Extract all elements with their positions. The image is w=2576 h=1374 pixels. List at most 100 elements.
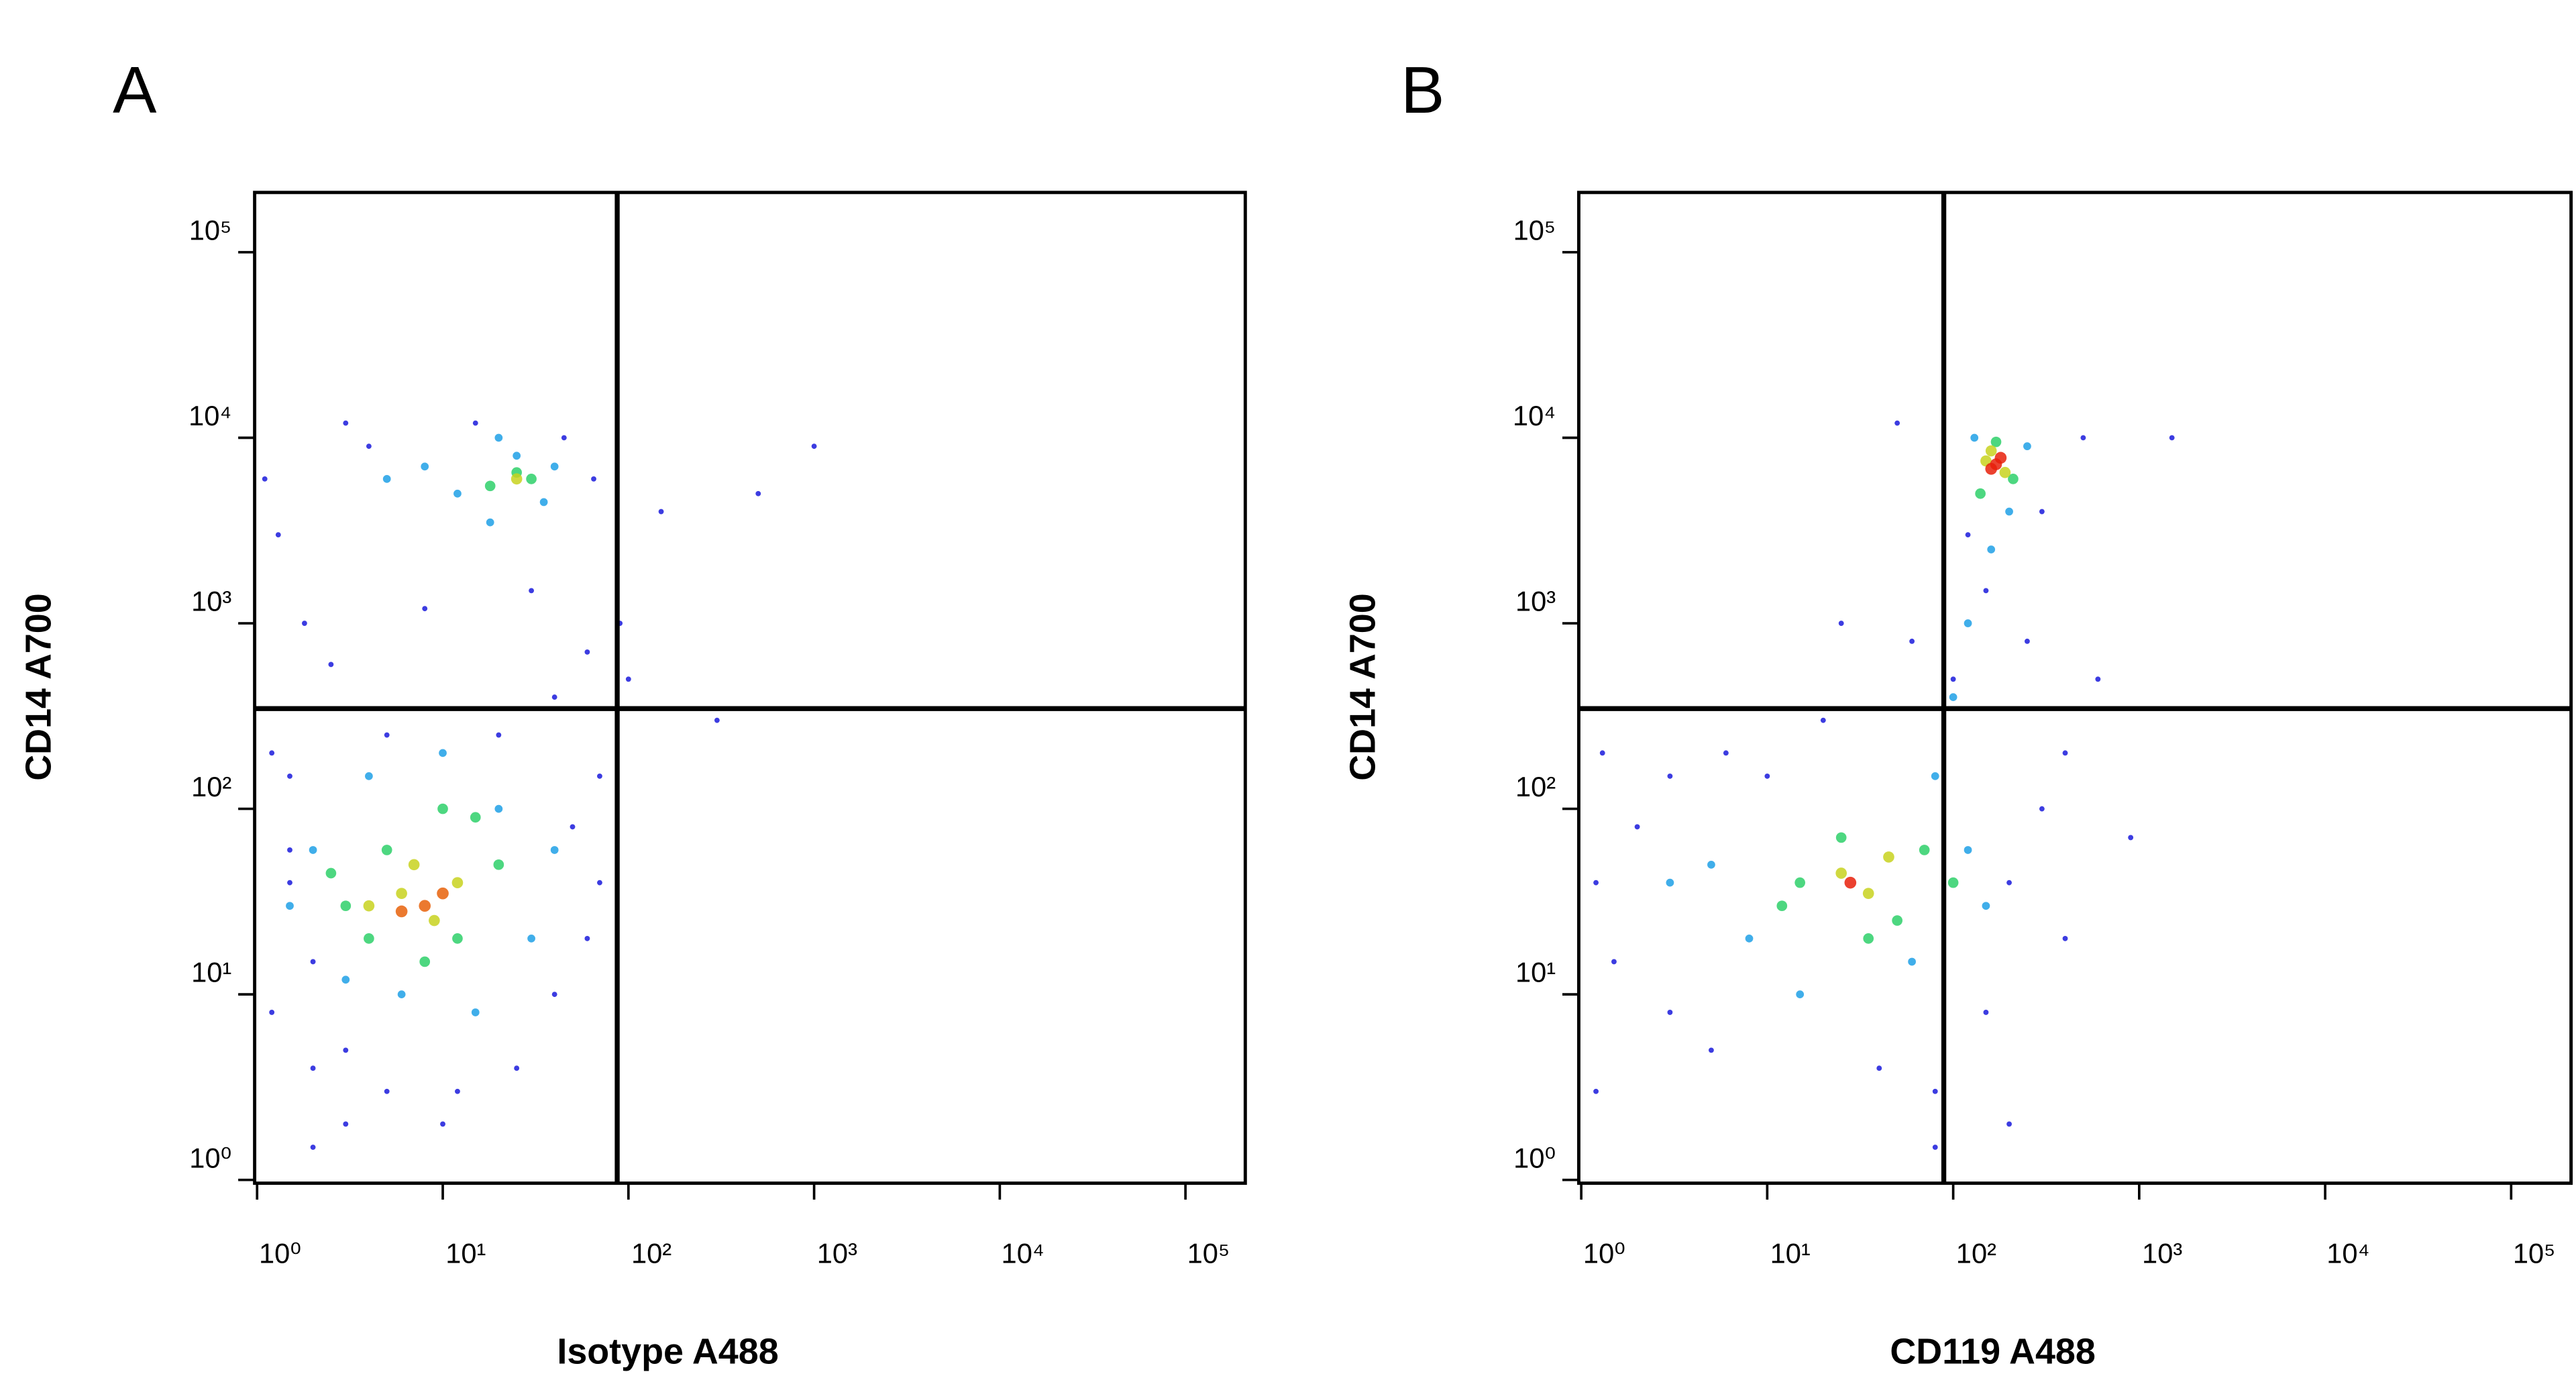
event-point [1666, 878, 1674, 887]
event-point [714, 717, 720, 723]
event-point [396, 888, 407, 900]
event-point [286, 902, 294, 910]
event-point [452, 933, 463, 944]
x-tick-label: 10² [631, 1237, 672, 1269]
x-tick-label: 10⁴ [2326, 1237, 2369, 1269]
event-point [526, 474, 537, 484]
event-point [287, 773, 292, 779]
event-point [2006, 1121, 2012, 1127]
event-point [1892, 915, 1902, 926]
event-point [1835, 867, 1847, 879]
event-point [484, 480, 496, 492]
event-point [1982, 902, 1990, 910]
event-point [1987, 545, 1996, 553]
event-point [1794, 877, 1806, 888]
event-point [309, 846, 317, 854]
event-point [1667, 773, 1673, 779]
event-point [2039, 509, 2045, 515]
x-tick-label: 10³ [817, 1237, 857, 1269]
event-point [1776, 900, 1788, 912]
event-point [494, 804, 503, 813]
event-point [755, 490, 761, 496]
x-tick-label: 10¹ [445, 1237, 486, 1269]
event-point [275, 532, 281, 538]
event-point [1883, 851, 1894, 863]
event-point [325, 867, 337, 879]
y-tick-label: 10² [1515, 771, 1556, 802]
event-point [422, 606, 428, 612]
event-point [1983, 1010, 1989, 1015]
plot-frame [253, 191, 1247, 1185]
event-point [511, 473, 523, 485]
event-point [363, 900, 375, 912]
event-point [539, 498, 548, 507]
y-axis-label: CD14 A700 [18, 593, 58, 780]
event-point [310, 1065, 316, 1071]
event-point [1990, 436, 2002, 447]
event-point [437, 887, 449, 900]
event-point [550, 462, 559, 471]
event-point [527, 935, 535, 943]
event-point [1975, 488, 1986, 499]
points [1593, 420, 2175, 1150]
event-point [310, 1145, 316, 1150]
x-tick-label: 10⁵ [1187, 1237, 1230, 1269]
event-point [429, 914, 440, 927]
panel-letter: A [113, 53, 157, 127]
event-point [366, 443, 372, 450]
event-point [340, 900, 352, 912]
event-point [1667, 1010, 1673, 1015]
x-tick-label: 10² [1956, 1237, 1996, 1269]
event-point [550, 846, 559, 854]
x-tick-label: 10⁴ [1002, 1237, 1044, 1269]
event-point [343, 420, 349, 426]
y-tick-label: 10⁴ [189, 400, 231, 431]
event-point [2023, 442, 2031, 451]
event-point [384, 1088, 390, 1094]
event-point [2062, 935, 2068, 941]
event-point [269, 750, 275, 756]
event-point [584, 649, 590, 655]
y-tick-label: 10⁰ [189, 1142, 231, 1173]
event-point [343, 1121, 349, 1127]
plot-frame [1577, 191, 2573, 1185]
event-point [453, 489, 462, 498]
event-point [2006, 880, 2012, 886]
event-point [1599, 750, 1605, 756]
y-tick-label: 10⁴ [1513, 400, 1556, 431]
event-point [529, 588, 535, 594]
event-point [2169, 435, 2175, 441]
event-point [584, 935, 590, 941]
event-point [364, 933, 374, 944]
y-tick-label: 10¹ [1515, 957, 1556, 988]
event-point [486, 518, 494, 527]
event-point [384, 732, 390, 738]
event-point [493, 859, 504, 870]
event-point [2095, 676, 2101, 682]
y-tick-label: 10² [191, 771, 231, 802]
y-axis-label: CD14 A700 [1342, 593, 1383, 780]
y-tick-label: 10⁰ [1513, 1142, 1556, 1173]
event-point [1723, 750, 1729, 756]
event-point [1983, 588, 1989, 594]
y-tick-label: 10³ [1515, 586, 1556, 617]
event-point [440, 1121, 445, 1127]
event-point [1985, 463, 1998, 475]
event-point [1820, 717, 1826, 723]
event-point [591, 476, 596, 482]
event-point [472, 420, 478, 426]
event-point [1708, 1047, 1714, 1053]
x-tick-label: 10³ [2142, 1237, 2182, 1269]
points [262, 420, 817, 1150]
event-point [1931, 772, 1939, 780]
event-point [470, 812, 481, 823]
event-point [561, 435, 567, 441]
event-point [1634, 824, 1640, 830]
x-axis-label: Isotype A488 [557, 1332, 778, 1372]
x-tick-label: 10⁰ [1583, 1237, 1625, 1269]
panel-letter: B [1401, 53, 1444, 127]
event-point [419, 956, 431, 967]
event-point [1707, 860, 1715, 869]
event-point [341, 975, 350, 984]
